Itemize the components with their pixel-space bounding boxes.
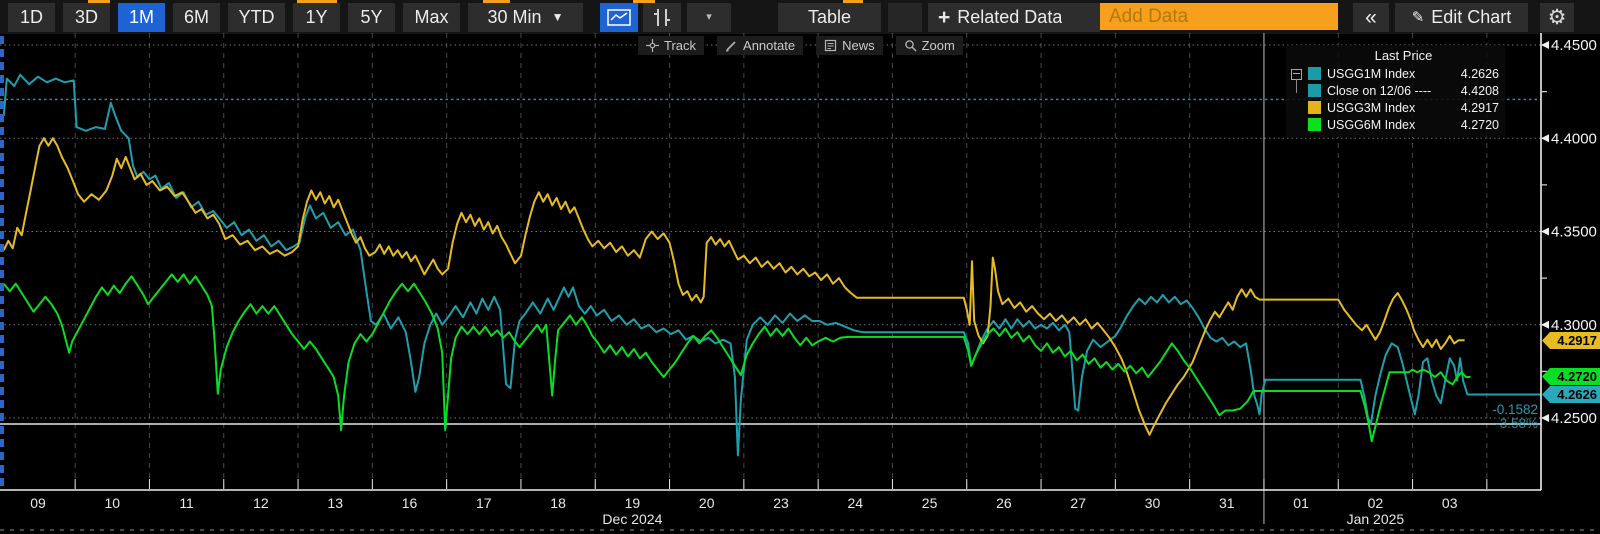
annotate-button[interactable]: Annotate <box>717 36 803 55</box>
x-axis-month-label: Dec 2024 <box>602 511 662 527</box>
legend-row[interactable]: USGG3M Index 4.2917 <box>1308 99 1499 116</box>
legend-series-name: USGG6M Index <box>1327 118 1457 132</box>
y-axis-label: 4.3000 <box>1551 317 1597 334</box>
y-axis-arrow-tick <box>1541 134 1549 142</box>
last-price-badge: 4.2626 <box>1542 386 1600 403</box>
legend-series-value: 4.4208 <box>1461 84 1499 98</box>
legend-row[interactable]: Close on 12/06 ---- 4.4208 <box>1308 82 1499 99</box>
news-button[interactable]: News <box>816 36 883 55</box>
legend-series-name: USGG1M Index <box>1327 67 1457 81</box>
pct-change-annotation: -3.58% <box>1495 416 1538 431</box>
x-axis-label: 13 <box>327 495 343 511</box>
legend-title: Last Price <box>1308 47 1499 65</box>
x-axis-label: 01 <box>1293 495 1309 511</box>
y-axis-arrow-tick <box>1541 414 1549 422</box>
x-axis-label: 27 <box>1070 495 1086 511</box>
annotate-label: Annotate <box>743 38 795 53</box>
y-axis-label: 4.4000 <box>1551 130 1597 147</box>
y-axis-label: 4.3500 <box>1551 224 1597 241</box>
x-axis-label: 09 <box>30 495 46 511</box>
top-strip-decoration <box>633 0 655 3</box>
net-change-annotation: -0.1582 <box>1492 402 1538 417</box>
y-axis-arrow-tick <box>1541 41 1549 49</box>
annotate-pencil-icon <box>725 39 738 52</box>
y-axis-arrow-tick <box>1541 228 1549 236</box>
x-axis-label: 23 <box>773 495 789 511</box>
x-axis-label: 11 <box>179 495 194 511</box>
x-axis-label: 31 <box>1219 495 1235 511</box>
x-axis-label: 26 <box>996 495 1012 511</box>
legend-series-value: 4.2626 <box>1461 67 1499 81</box>
legend-series-value: 4.2917 <box>1461 101 1499 115</box>
x-axis-label: 18 <box>550 495 566 511</box>
series-line-usgg3m <box>4 138 1465 435</box>
legend-swatch <box>1308 118 1321 131</box>
last-price-badge: 4.2720 <box>1542 368 1600 385</box>
zoom-magnifier-icon <box>904 39 917 52</box>
x-axis-label: 16 <box>402 495 418 511</box>
x-axis-label: 02 <box>1368 495 1384 511</box>
legend-swatch <box>1308 84 1321 97</box>
track-label: Track <box>664 38 696 53</box>
legend-row[interactable]: USGG1M Index 4.2626 <box>1308 65 1499 82</box>
x-axis-label: 10 <box>105 495 121 511</box>
y-axis-arrow-tick <box>1541 321 1549 329</box>
x-axis-label: 30 <box>1145 495 1161 511</box>
zoom-button[interactable]: Zoom <box>896 36 963 55</box>
last-price-badge: 4.2917 <box>1542 332 1600 349</box>
top-strip-decoration <box>843 0 863 3</box>
legend-series-name: USGG3M Index <box>1327 101 1457 115</box>
legend-series-name: Close on 12/06 ---- <box>1327 84 1457 98</box>
legend: Last Price USGG1M Index4.2626Close on 12… <box>1286 45 1505 137</box>
x-axis-label: 19 <box>625 495 641 511</box>
x-axis-label: 24 <box>848 495 864 511</box>
top-strip-decoration <box>483 0 510 3</box>
x-axis-label: 12 <box>253 495 269 511</box>
top-strip-decoration <box>297 0 337 3</box>
news-icon <box>824 39 837 52</box>
chart-tools-bar: Track Annotate News Zoom <box>638 36 963 55</box>
zoom-label: Zoom <box>922 38 955 53</box>
y-axis-label: 4.4500 <box>1551 37 1597 54</box>
legend-series-value: 4.2720 <box>1461 118 1499 132</box>
x-axis-label: 25 <box>922 495 938 511</box>
x-axis-label: 17 <box>476 495 492 511</box>
track-button[interactable]: Track <box>638 36 704 55</box>
track-crosshair-icon <box>646 39 659 52</box>
x-axis-label: 20 <box>699 495 715 511</box>
legend-swatch <box>1308 101 1321 114</box>
x-axis-month-label: Jan 2025 <box>1347 511 1405 527</box>
top-strip-decoration <box>88 0 110 3</box>
bloomberg-chart-window: 1D3D1M6MYTD1Y5YMax 30 Min ▼ <box>0 0 1600 534</box>
news-label: News <box>842 38 875 53</box>
legend-row[interactable]: USGG6M Index 4.2720 <box>1308 116 1499 133</box>
legend-tree-expander-icon[interactable] <box>1291 69 1302 80</box>
legend-swatch <box>1308 67 1321 80</box>
x-axis-label: 03 <box>1442 495 1458 511</box>
y-axis-label: 4.2500 <box>1551 410 1597 427</box>
